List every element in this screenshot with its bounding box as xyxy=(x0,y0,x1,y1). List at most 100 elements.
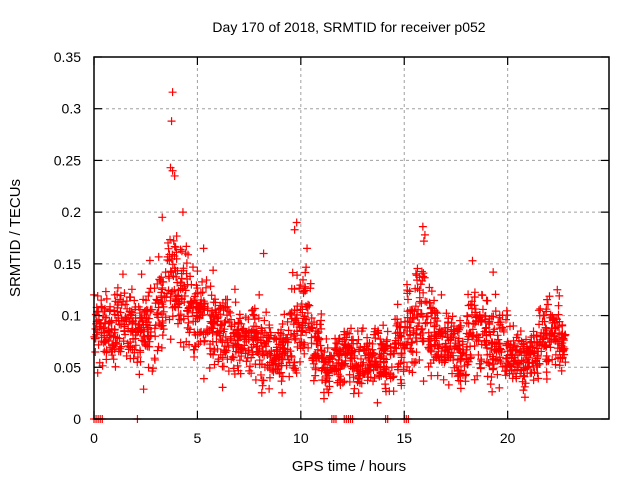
data-point xyxy=(426,303,435,312)
data-point xyxy=(247,343,256,352)
data-point xyxy=(301,268,310,277)
data-point xyxy=(174,319,183,328)
data-point xyxy=(345,377,354,386)
data-point xyxy=(461,371,470,380)
data-point xyxy=(125,293,134,302)
data-point xyxy=(316,341,325,350)
data-point xyxy=(509,341,518,350)
data-point xyxy=(541,340,550,349)
data-point xyxy=(408,315,417,324)
data-point xyxy=(453,355,462,364)
data-point xyxy=(382,372,391,381)
data-point xyxy=(533,352,542,361)
data-point xyxy=(401,340,410,349)
data-point xyxy=(152,310,161,319)
data-point xyxy=(290,225,299,234)
data-point xyxy=(483,372,492,381)
data-point xyxy=(119,337,128,346)
data-point xyxy=(198,277,207,286)
data-point xyxy=(101,313,110,322)
data-point xyxy=(415,293,424,302)
data-point xyxy=(493,370,502,379)
data-point xyxy=(143,323,152,332)
data-point xyxy=(437,290,446,299)
data-point xyxy=(159,302,168,311)
data-point xyxy=(422,312,431,321)
data-point xyxy=(115,334,124,343)
data-point xyxy=(432,308,441,317)
data-point xyxy=(542,351,551,360)
data-point xyxy=(168,260,177,269)
data-point xyxy=(192,299,201,308)
data-point xyxy=(558,339,567,348)
data-point xyxy=(290,335,299,344)
data-point xyxy=(427,342,436,351)
data-point xyxy=(206,282,215,291)
data-point xyxy=(454,324,463,333)
data-point xyxy=(190,352,199,361)
data-point xyxy=(279,331,288,340)
data-point xyxy=(403,307,412,316)
data-point xyxy=(321,365,330,374)
data-point xyxy=(433,341,442,350)
data-point xyxy=(433,350,442,359)
data-point xyxy=(548,315,557,324)
data-point xyxy=(463,342,472,351)
data-point xyxy=(186,298,195,307)
data-point xyxy=(430,296,439,305)
data-point xyxy=(322,334,331,343)
data-point xyxy=(250,311,259,320)
data-point xyxy=(350,384,359,393)
data-point xyxy=(186,272,195,281)
data-point xyxy=(538,317,547,326)
data-point xyxy=(516,327,525,336)
data-point xyxy=(235,356,244,365)
data-point xyxy=(551,350,560,359)
data-point xyxy=(184,250,193,259)
data-point xyxy=(504,340,513,349)
data-point xyxy=(405,287,414,296)
y-tick-labels: 0 0.05 0.1 0.15 0.2 0.25 0.3 0.35 xyxy=(54,49,81,427)
axis-ticks xyxy=(93,56,609,420)
data-point xyxy=(425,299,434,308)
data-point xyxy=(206,340,215,349)
data-point xyxy=(363,333,372,342)
data-point xyxy=(236,369,245,378)
data-point xyxy=(498,311,507,320)
data-point xyxy=(185,340,194,349)
data-point xyxy=(382,363,391,372)
data-point xyxy=(375,350,384,359)
data-point xyxy=(506,346,515,355)
data-point xyxy=(235,310,244,319)
data-point xyxy=(122,351,131,360)
data-point xyxy=(293,310,302,319)
data-point xyxy=(448,312,457,321)
data-point xyxy=(453,324,462,333)
data-point xyxy=(104,326,113,335)
data-point xyxy=(192,281,201,290)
data-point xyxy=(251,334,260,343)
data-point xyxy=(485,320,494,329)
data-point xyxy=(526,342,535,351)
data-point xyxy=(496,318,505,327)
data-point xyxy=(223,302,232,311)
data-point xyxy=(359,358,368,367)
data-point xyxy=(499,327,508,336)
data-point xyxy=(357,379,366,388)
data-point xyxy=(360,369,369,378)
data-point xyxy=(290,306,299,315)
data-point xyxy=(332,346,341,355)
data-point xyxy=(290,358,299,367)
data-point xyxy=(424,362,433,371)
data-point xyxy=(133,358,142,367)
data-point xyxy=(209,266,218,275)
data-point xyxy=(463,312,472,321)
data-point xyxy=(354,389,363,398)
data-point xyxy=(432,332,441,341)
data-point xyxy=(418,334,427,343)
data-point xyxy=(520,393,529,402)
data-point xyxy=(462,329,471,338)
data-point xyxy=(335,376,344,385)
data-point xyxy=(196,299,205,308)
data-point xyxy=(283,335,292,344)
